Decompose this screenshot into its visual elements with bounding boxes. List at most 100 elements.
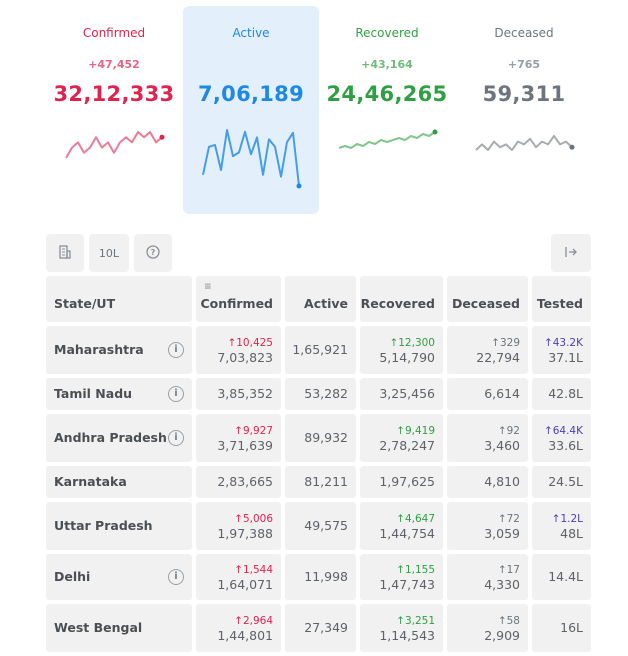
row-tested-cell: 14.4L <box>532 554 591 600</box>
row-state-cell[interactable]: Karnataka <box>46 466 192 498</box>
info-icon[interactable]: i <box>168 569 184 585</box>
row-active-cell: 27,349 <box>285 604 356 652</box>
confirmed-sparkline-dot <box>159 134 165 140</box>
row-deceased-cell: ↑329 22,794 <box>447 326 528 374</box>
header-confirmed-label: Confirmed <box>200 296 273 311</box>
row-confirmed-delta: ↑5,006 <box>234 512 273 525</box>
row-state-cell[interactable]: West Bengal <box>46 604 192 652</box>
row-deceased-value: 6,614 <box>484 386 520 401</box>
confirmed-card[interactable]: Confirmed +47,452 32,12,333 <box>46 6 182 214</box>
per-10-lakh-toggle-button[interactable]: 10L <box>89 234 129 272</box>
confirmed-sparkline-path <box>65 131 163 159</box>
row-recovered-delta: ↑4,647 <box>396 512 435 525</box>
row-tested-value: 24.5L <box>548 474 583 489</box>
row-recovered-delta: ↑1,155 <box>396 563 435 576</box>
help-button[interactable]: ? <box>134 234 172 272</box>
row-active-value: 81,211 <box>304 474 348 489</box>
expand-table-button[interactable] <box>551 234 591 272</box>
row-state-cell[interactable]: Tamil Nadu i <box>46 378 192 410</box>
row-tested-cell: 16L <box>532 604 591 652</box>
deceased-total: 59,311 <box>482 82 566 106</box>
row-recovered-value: 1,47,743 <box>379 576 435 592</box>
row-tested-cell: 42.8L <box>532 378 591 410</box>
row-confirmed-cell: ↑9,927 3,71,639 <box>196 414 281 462</box>
header-deceased[interactable]: Deceased <box>447 276 528 322</box>
state-name: Maharashtra <box>54 342 144 357</box>
active-label: Active <box>232 26 270 40</box>
header-active[interactable]: Active <box>285 276 356 322</box>
row-recovered-value: 3,25,456 <box>379 386 435 401</box>
row-recovered-cell: ↑9,419 2,78,247 <box>360 414 443 462</box>
row-recovered-cell: ↑1,155 1,47,743 <box>360 554 443 600</box>
row-active-value: 27,349 <box>304 620 348 635</box>
filter-sort-icon: ≡ <box>204 282 212 292</box>
row-recovered-value: 1,44,754 <box>379 525 435 541</box>
deceased-card[interactable]: Deceased +765 59,311 <box>456 6 592 214</box>
row-recovered-cell: ↑4,647 1,44,754 <box>360 502 443 550</box>
confirmed-sparkline <box>65 131 165 159</box>
header-state-label: State/UT <box>54 296 116 311</box>
deceased-sparkline <box>475 135 575 151</box>
confirmed-total: 32,12,333 <box>53 82 175 106</box>
info-icon[interactable]: i <box>168 342 184 358</box>
info-icon[interactable]: i <box>168 430 184 446</box>
row-recovered-value: 5,14,790 <box>379 349 435 365</box>
row-active-value: 53,282 <box>304 386 348 401</box>
active-sparkline <box>202 129 302 189</box>
row-active-cell: 1,65,921 <box>285 326 356 374</box>
header-tested[interactable]: Tested <box>532 276 591 322</box>
row-state-cell[interactable]: Delhi i <box>46 554 192 600</box>
row-deceased-value: 22,794 <box>476 349 520 365</box>
recovered-total: 24,46,265 <box>326 82 448 106</box>
header-active-label: Active <box>304 296 348 311</box>
recovered-card[interactable]: Recovered +43,164 24,46,265 <box>319 6 455 214</box>
row-confirmed-cell: 3,85,352 <box>196 378 281 410</box>
recovered-label: Recovered <box>355 26 419 40</box>
header-state[interactable]: State/UT <box>46 276 192 322</box>
row-confirmed-cell: ↑10,425 7,03,823 <box>196 326 281 374</box>
row-deceased-delta: ↑329 <box>491 336 520 349</box>
state-name: Uttar Pradesh <box>54 518 153 533</box>
state-name: Karnataka <box>54 474 127 489</box>
row-state-cell[interactable]: Andhra Pradesh i <box>46 414 192 462</box>
row-confirmed-value: 3,85,352 <box>217 386 273 401</box>
row-active-cell: 49,575 <box>285 502 356 550</box>
row-tested-value: 48L <box>560 525 583 541</box>
row-deceased-value: 3,460 <box>484 437 520 453</box>
recovered-delta: +43,164 <box>361 58 413 71</box>
header-recovered[interactable]: Recovered <box>360 276 443 322</box>
active-card[interactable]: Active 7,06,189 <box>183 6 319 214</box>
row-deceased-cell: 6,614 <box>447 378 528 410</box>
state-district-toggle-button[interactable] <box>46 234 84 272</box>
row-tested-delta: ↑43.2K <box>543 336 583 349</box>
active-sparkline-dot <box>296 183 302 189</box>
row-deceased-value: 4,810 <box>484 474 520 489</box>
row-recovered-delta: ↑9,419 <box>396 424 435 437</box>
row-state-cell[interactable]: Maharashtra i <box>46 326 192 374</box>
confirmed-label: Confirmed <box>82 26 146 40</box>
building-icon <box>57 244 73 263</box>
row-confirmed-value: 1,64,071 <box>217 576 273 592</box>
row-tested-cell: 24.5L <box>532 466 591 498</box>
row-deceased-cell: 4,810 <box>447 466 528 498</box>
row-recovered-delta: ↑3,251 <box>396 614 435 627</box>
row-confirmed-value: 1,97,388 <box>217 525 273 541</box>
header-confirmed[interactable]: ≡ Confirmed <box>196 276 281 322</box>
row-recovered-delta: ↑12,300 <box>389 336 435 349</box>
info-icon[interactable]: i <box>168 386 184 402</box>
row-confirmed-value: 3,71,639 <box>217 437 273 453</box>
svg-text:?: ? <box>151 248 156 257</box>
row-confirmed-delta: ↑1,544 <box>234 563 273 576</box>
header-tested-label: Tested <box>536 296 583 311</box>
active-sparkline-path <box>202 129 300 187</box>
row-tested-delta: ↑1.2L <box>551 512 583 525</box>
row-state-cell[interactable]: Uttar Pradesh <box>46 502 192 550</box>
deceased-sparkline-path <box>475 135 573 151</box>
row-deceased-value: 3,059 <box>484 525 520 541</box>
state-name: Delhi <box>54 569 91 584</box>
row-confirmed-cell: ↑1,544 1,64,071 <box>196 554 281 600</box>
row-recovered-value: 2,78,247 <box>379 437 435 453</box>
row-active-cell: 89,932 <box>285 414 356 462</box>
row-deceased-cell: ↑72 3,059 <box>447 502 528 550</box>
row-confirmed-delta: ↑10,425 <box>227 336 273 349</box>
